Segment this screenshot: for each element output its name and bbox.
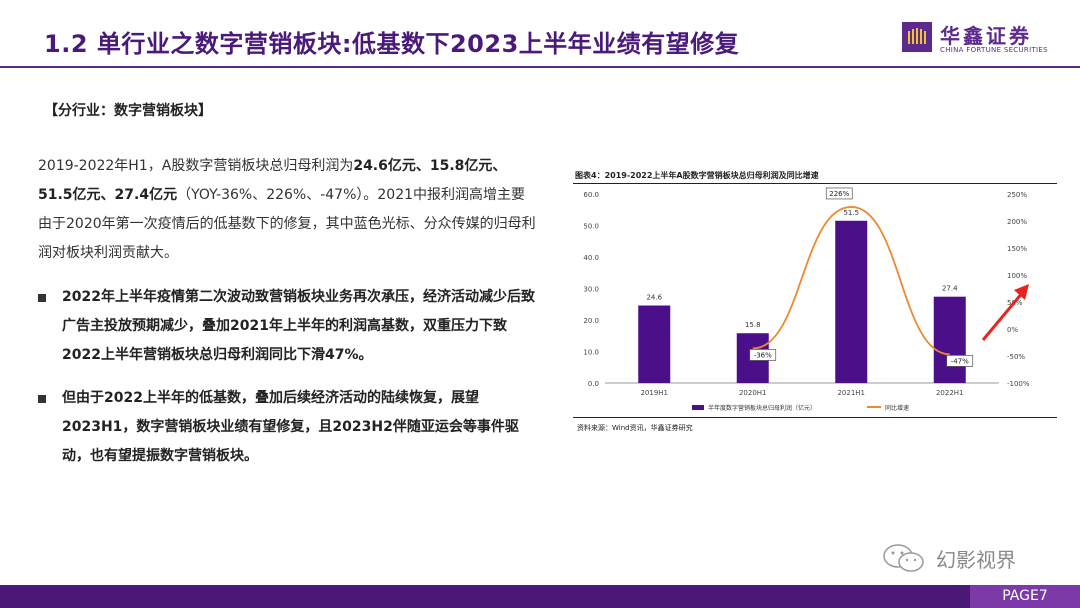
bullet-list: 2022年上半年疫情第二次波动致营销板块业务再次承压，经济活动减少后致广告主投放… [38,283,538,485]
watermark: 幻影视界 [880,540,1050,576]
page-number: PAGE7 [970,585,1080,608]
line-data-label-box [749,349,777,361]
line-data-label: -47% [951,357,969,365]
chart-top-rule [573,183,1057,184]
growth-rate-line [752,206,950,356]
y-left-tick-label: 60.0 [583,191,599,199]
bullet-text: 但由于2022上半年的低基数，叠加后续经济活动的陆续恢复，展望2023H1，数字… [62,390,519,464]
y-right-tick-label: 250% [1007,191,1027,199]
bar-2022H1 [933,296,966,383]
y-right-tick-label: -50% [1007,353,1025,361]
line-data-label: 226% [829,190,849,198]
line-data-label-box [825,187,853,200]
bullet-text: 2022年上半年疫情第二次波动致营销板块业务再次承压，经济活动减少后致广告主投放… [62,289,535,363]
x-tick-label: 2021H1 [837,389,865,397]
y-left-tick-label: 50.0 [583,223,599,231]
annotation-arrow-shaft [981,291,1025,341]
bar-data-label: 27.4 [942,285,958,293]
x-tick-label: 2019H1 [640,389,668,397]
line-data-label: -36% [754,351,772,359]
y-right-tick-label: 0% [1007,326,1018,334]
intro-values-1: 24.6亿元、15.8亿元、 [353,158,507,174]
logo-name-en: CHINA FORTUNE SECURITIES [940,46,1048,54]
page-title: 1.2 单行业之数字营销板块:低基数下2023上半年业绩有望修复 [44,30,740,58]
y-right-tick-label: 100% [1007,272,1027,280]
title-divider [0,66,1080,68]
y-left-tick-label: 40.0 [583,254,599,262]
bullet-item: 但由于2022上半年的低基数，叠加后续经济活动的陆续恢复，展望2023H1，数字… [38,384,538,471]
legend-label-bar: 半年度数字营销板块总归母利润（亿元） [708,404,816,412]
watermark-text: 幻影视界 [936,548,1016,572]
intro-values-2: 51.5亿元、27.4亿元 [38,187,178,203]
y-right-tick-label: -100% [1007,380,1030,388]
annotation-arrow-head [1014,284,1029,300]
bullet-square-icon [38,395,46,403]
legend-swatch-bar [692,405,704,410]
x-tick-label: 2020H1 [739,389,767,397]
logo-name-cn: 华鑫证券 [940,24,1032,48]
logo-mark-icon [902,22,932,52]
chart-caption: 图表4：2019-2022上半年A股数字营销板块总归母利润及同比增速 [575,171,819,180]
line-data-label-box [946,355,974,367]
intro-paragraph: 2019-2022年H1，A股数字营销板块总归母利润为24.6亿元、15.8亿元… [38,152,538,268]
y-left-tick-label: 30.0 [583,286,599,294]
chart-bottom-rule [573,417,1057,418]
intro-text-1: 2019-2022年H1，A股数字营销板块总归母利润为 [38,158,354,174]
bar-2021H1 [835,220,868,383]
wechat-icon [883,544,924,572]
y-left-tick-label: 0.0 [588,380,599,388]
footer-bar [0,585,1080,608]
bar-data-label: 15.8 [745,321,761,329]
intro-text-2: （YOY-36%、226%、-47%）。2021中报利润高增主要由于2020年第… [38,187,536,261]
y-right-tick-label: 200% [1007,218,1027,226]
y-left-tick-label: 20.0 [583,317,599,325]
y-right-tick-label: 150% [1007,245,1027,253]
chart-figure: 图表4：2019-2022上半年A股数字营销板块总归母利润及同比增速 0.0 10… [567,162,1057,437]
chart-plot: 0.010.020.030.040.050.060.0-100%-50%0%50… [583,187,1030,412]
bullet-item: 2022年上半年疫情第二次波动致营销板块业务再次承压，经济活动减少后致广告主投放… [38,283,538,370]
company-logo: 华鑫证券 CHINA FORTUNE SECURITIES [902,22,1062,62]
bar-2019H1 [638,305,671,383]
bar-data-label: 24.6 [646,294,662,302]
chart-source: 资料来源：Wind资讯，华鑫证券研究 [577,424,693,432]
legend-label-line: 同比增速 [885,404,909,412]
x-tick-label: 2022H1 [936,389,964,397]
bar-data-label: 51.5 [843,209,859,217]
bullet-square-icon [38,294,46,302]
y-left-tick-label: 10.0 [583,349,599,357]
section-tag: 【分行业：数字营销板块】 [44,103,212,119]
